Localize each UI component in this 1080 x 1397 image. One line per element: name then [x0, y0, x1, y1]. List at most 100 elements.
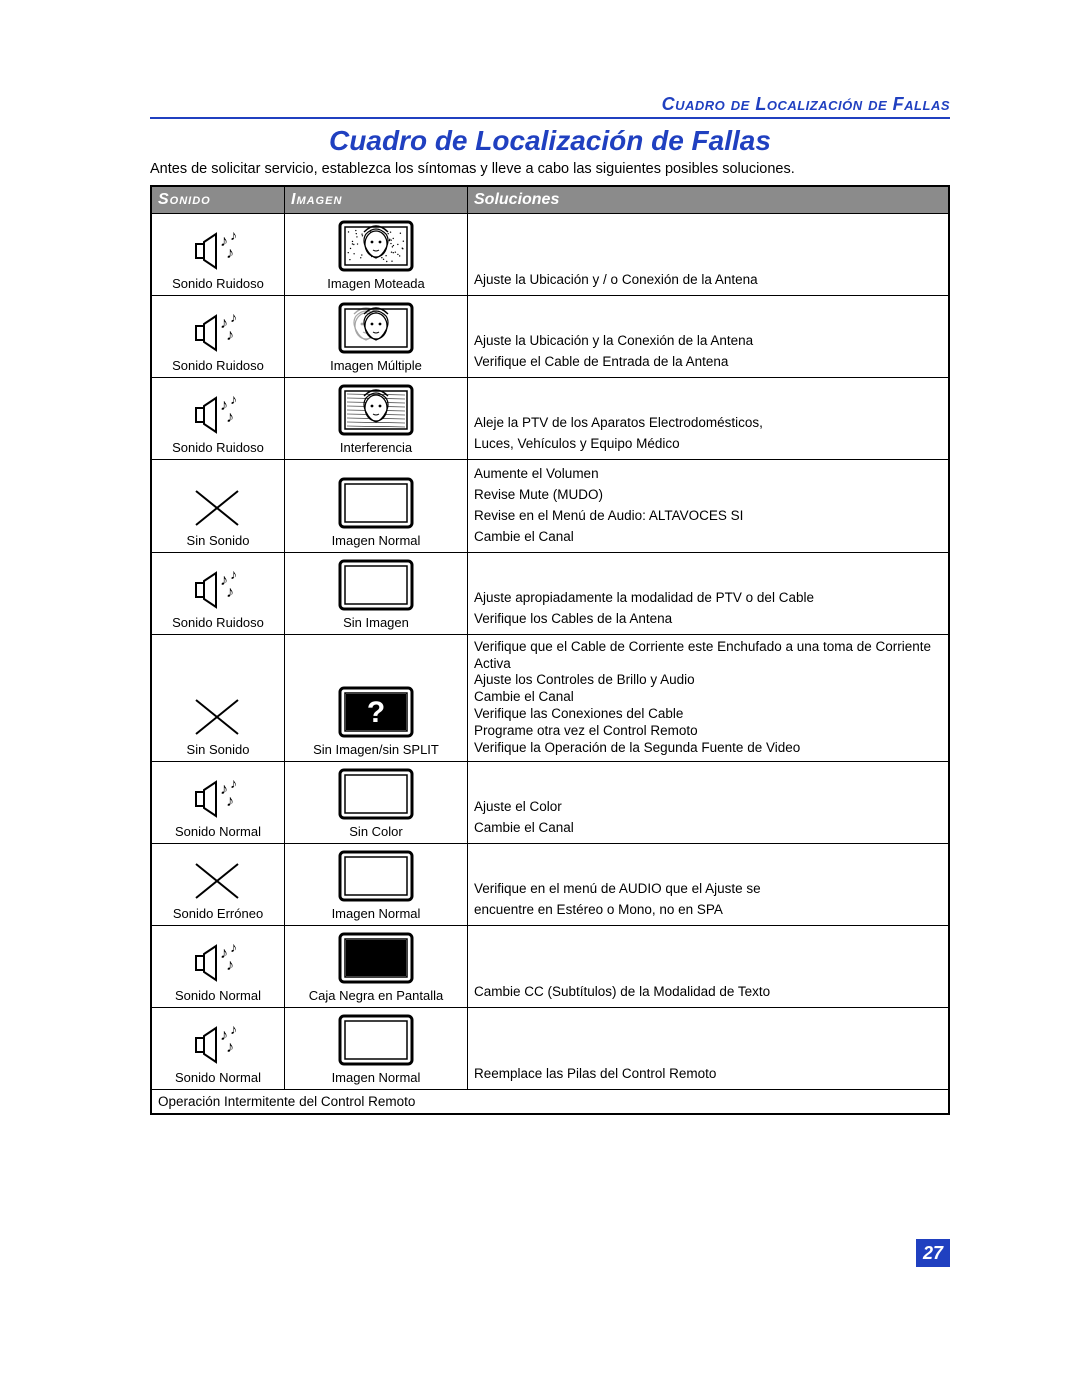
tv-empty-icon [291, 766, 461, 822]
tv-empty-icon [291, 557, 461, 613]
speaker-notes-icon [158, 567, 278, 613]
speaker-notes-icon [158, 776, 278, 822]
solutions-cell: Aleje la PTV de los Aparatos Electrodomé… [468, 378, 950, 460]
sound-label: Sonido Normal [158, 824, 278, 839]
image-label: Imagen Normal [291, 533, 461, 548]
table-row: Sonido Normal Caja Negra en Pantalla Camb… [151, 925, 949, 1007]
sound-label: Sonido Normal [158, 1070, 278, 1085]
table-row: Sonido Ruidoso Interferencia Aleje la PTV… [151, 378, 949, 460]
solution-line: Verifique el Cable de Entrada de la Ante… [474, 352, 942, 373]
solution-line: Ajuste la Ubicación y / o Conexión de la… [474, 270, 942, 291]
document-page: Cuadro de Localización de Fallas Cuadro … [0, 0, 1080, 1397]
table-row: Sonido Erróneo Imagen Normal Verifique en… [151, 843, 949, 925]
solutions-cell: Ajuste apropiadamente la modalidad de PT… [468, 552, 950, 634]
table-row: Sin Sonido Imagen Normal Aumente el Volum… [151, 460, 949, 553]
footer-note: Operación Intermitente del Control Remot… [151, 1089, 949, 1114]
image-cell: Caja Negra en Pantalla [285, 925, 468, 1007]
table-row: Sin Sonido? Sin Imagen/sin SPLIT Verifiqu… [151, 634, 949, 761]
image-cell: Imagen Normal [285, 1007, 468, 1089]
image-label: Sin Imagen [291, 615, 461, 630]
cross-icon [158, 858, 278, 904]
image-cell: Interferencia [285, 378, 468, 460]
sound-cell: Sonido Ruidoso [151, 552, 285, 634]
tv-empty-icon [291, 848, 461, 904]
solution-line: Cambie el Canal [474, 818, 942, 839]
solution-line: Aleje la PTV de los Aparatos Electrodomé… [474, 413, 942, 434]
sound-label: Sonido Erróneo [158, 906, 278, 921]
footer-note-row: Operación Intermitente del Control Remot… [151, 1089, 949, 1114]
header-rule [150, 117, 950, 119]
cross-icon [158, 694, 278, 740]
solution-line: Cambie CC (Subtítulos) de la Modalidad d… [474, 982, 942, 1003]
running-header: Cuadro de Localización de Fallas [150, 94, 950, 117]
speaker-notes-icon [158, 392, 278, 438]
speaker-notes-icon [158, 1022, 278, 1068]
sound-label: Sonido Ruidoso [158, 440, 278, 455]
solution-line: Revise Mute (MUDO) [474, 485, 942, 506]
sound-label: Sonido Ruidoso [158, 615, 278, 630]
solutions-cell: Ajuste el ColorCambie el Canal [468, 761, 950, 843]
image-label: Interferencia [291, 440, 461, 455]
sound-label: Sonido Ruidoso [158, 358, 278, 373]
sound-cell: Sonido Normal [151, 1007, 285, 1089]
sound-cell: Sonido Ruidoso [151, 214, 285, 296]
cross-icon [158, 485, 278, 531]
solution-line: Revise en el Menú de Audio: ALTAVOCES SI [474, 506, 942, 527]
solution-line: Cambie el Canal [474, 527, 942, 548]
image-label: Imagen Normal [291, 1070, 461, 1085]
solutions-cell: Ajuste la Ubicación y la Conexión de la … [468, 296, 950, 378]
image-label: Sin Imagen/sin SPLIT [291, 742, 461, 757]
solution-line: Verifique en el menú de AUDIO que el Aju… [474, 879, 942, 900]
solution-line: Luces, Vehículos y Equipo Médico [474, 434, 942, 455]
table-row: Sonido Ruidoso Sin Imagen Ajuste apropiad… [151, 552, 949, 634]
solution-line: Ajuste la Ubicación y la Conexión de la … [474, 331, 942, 352]
sound-cell: Sin Sonido [151, 460, 285, 553]
image-cell: Imagen Normal [285, 843, 468, 925]
svg-text:?: ? [367, 696, 385, 729]
solution-line: encuentre en Estéreo o Mono, no en SPA [474, 900, 942, 921]
speaker-notes-icon [158, 310, 278, 356]
solution-line: Ajuste apropiadamente la modalidad de PT… [474, 588, 942, 609]
image-label: Sin Color [291, 824, 461, 839]
image-label: Caja Negra en Pantalla [291, 988, 461, 1003]
image-cell: Sin Imagen [285, 552, 468, 634]
solution-line: Verifique las Conexiones del Cable [474, 706, 942, 723]
image-label: Imagen Múltiple [291, 358, 461, 373]
table-header-row: Sonido Imagen Soluciones [151, 186, 949, 214]
speaker-notes-icon [158, 228, 278, 274]
solution-line: Ajuste el Color [474, 797, 942, 818]
solutions-cell: Cambie CC (Subtítulos) de la Modalidad d… [468, 925, 950, 1007]
tv-question-icon: ? [291, 684, 461, 740]
solution-line: Verifique la Operación de la Segunda Fue… [474, 740, 942, 757]
sound-cell: Sonido Ruidoso [151, 378, 285, 460]
sound-cell: Sin Sonido [151, 634, 285, 761]
sound-label: Sin Sonido [158, 533, 278, 548]
solutions-cell: Verifique que el Cable de Corriente este… [468, 634, 950, 761]
col-soluciones: Soluciones [468, 186, 950, 214]
troubleshooting-table: Sonido Imagen Soluciones Sonido Ruidoso … [150, 185, 950, 1115]
solution-line: Programe otra vez el Control Remoto [474, 723, 942, 740]
tv-empty-icon [291, 475, 461, 531]
sound-label: Sin Sonido [158, 742, 278, 757]
solution-line: Cambie el Canal [474, 689, 942, 706]
solutions-cell: Reemplace las Pilas del Control Remoto [468, 1007, 950, 1089]
solution-line: Verifique los Cables de la Antena [474, 609, 942, 630]
tv-empty-icon [291, 1012, 461, 1068]
image-label: Imagen Normal [291, 906, 461, 921]
image-cell: Imagen Múltiple [285, 296, 468, 378]
image-cell: Sin Color [285, 761, 468, 843]
solution-line: Verifique que el Cable de Corriente este… [474, 639, 942, 673]
col-sonido: Sonido [151, 186, 285, 214]
sound-cell: Sonido Ruidoso [151, 296, 285, 378]
sound-cell: Sonido Normal [151, 925, 285, 1007]
page-title: Cuadro de Localización de Fallas [150, 125, 950, 157]
tv-black-icon [291, 930, 461, 986]
tv-face-lines-icon [291, 382, 461, 438]
solutions-cell: Verifique en el menú de AUDIO que el Aju… [468, 843, 950, 925]
speaker-notes-icon [158, 940, 278, 986]
solutions-cell: Ajuste la Ubicación y / o Conexión de la… [468, 214, 950, 296]
tv-face-ghost-icon [291, 300, 461, 356]
col-imagen: Imagen [285, 186, 468, 214]
solution-line: Aumente el Volumen [474, 464, 942, 485]
tv-face-snow-icon [291, 218, 461, 274]
